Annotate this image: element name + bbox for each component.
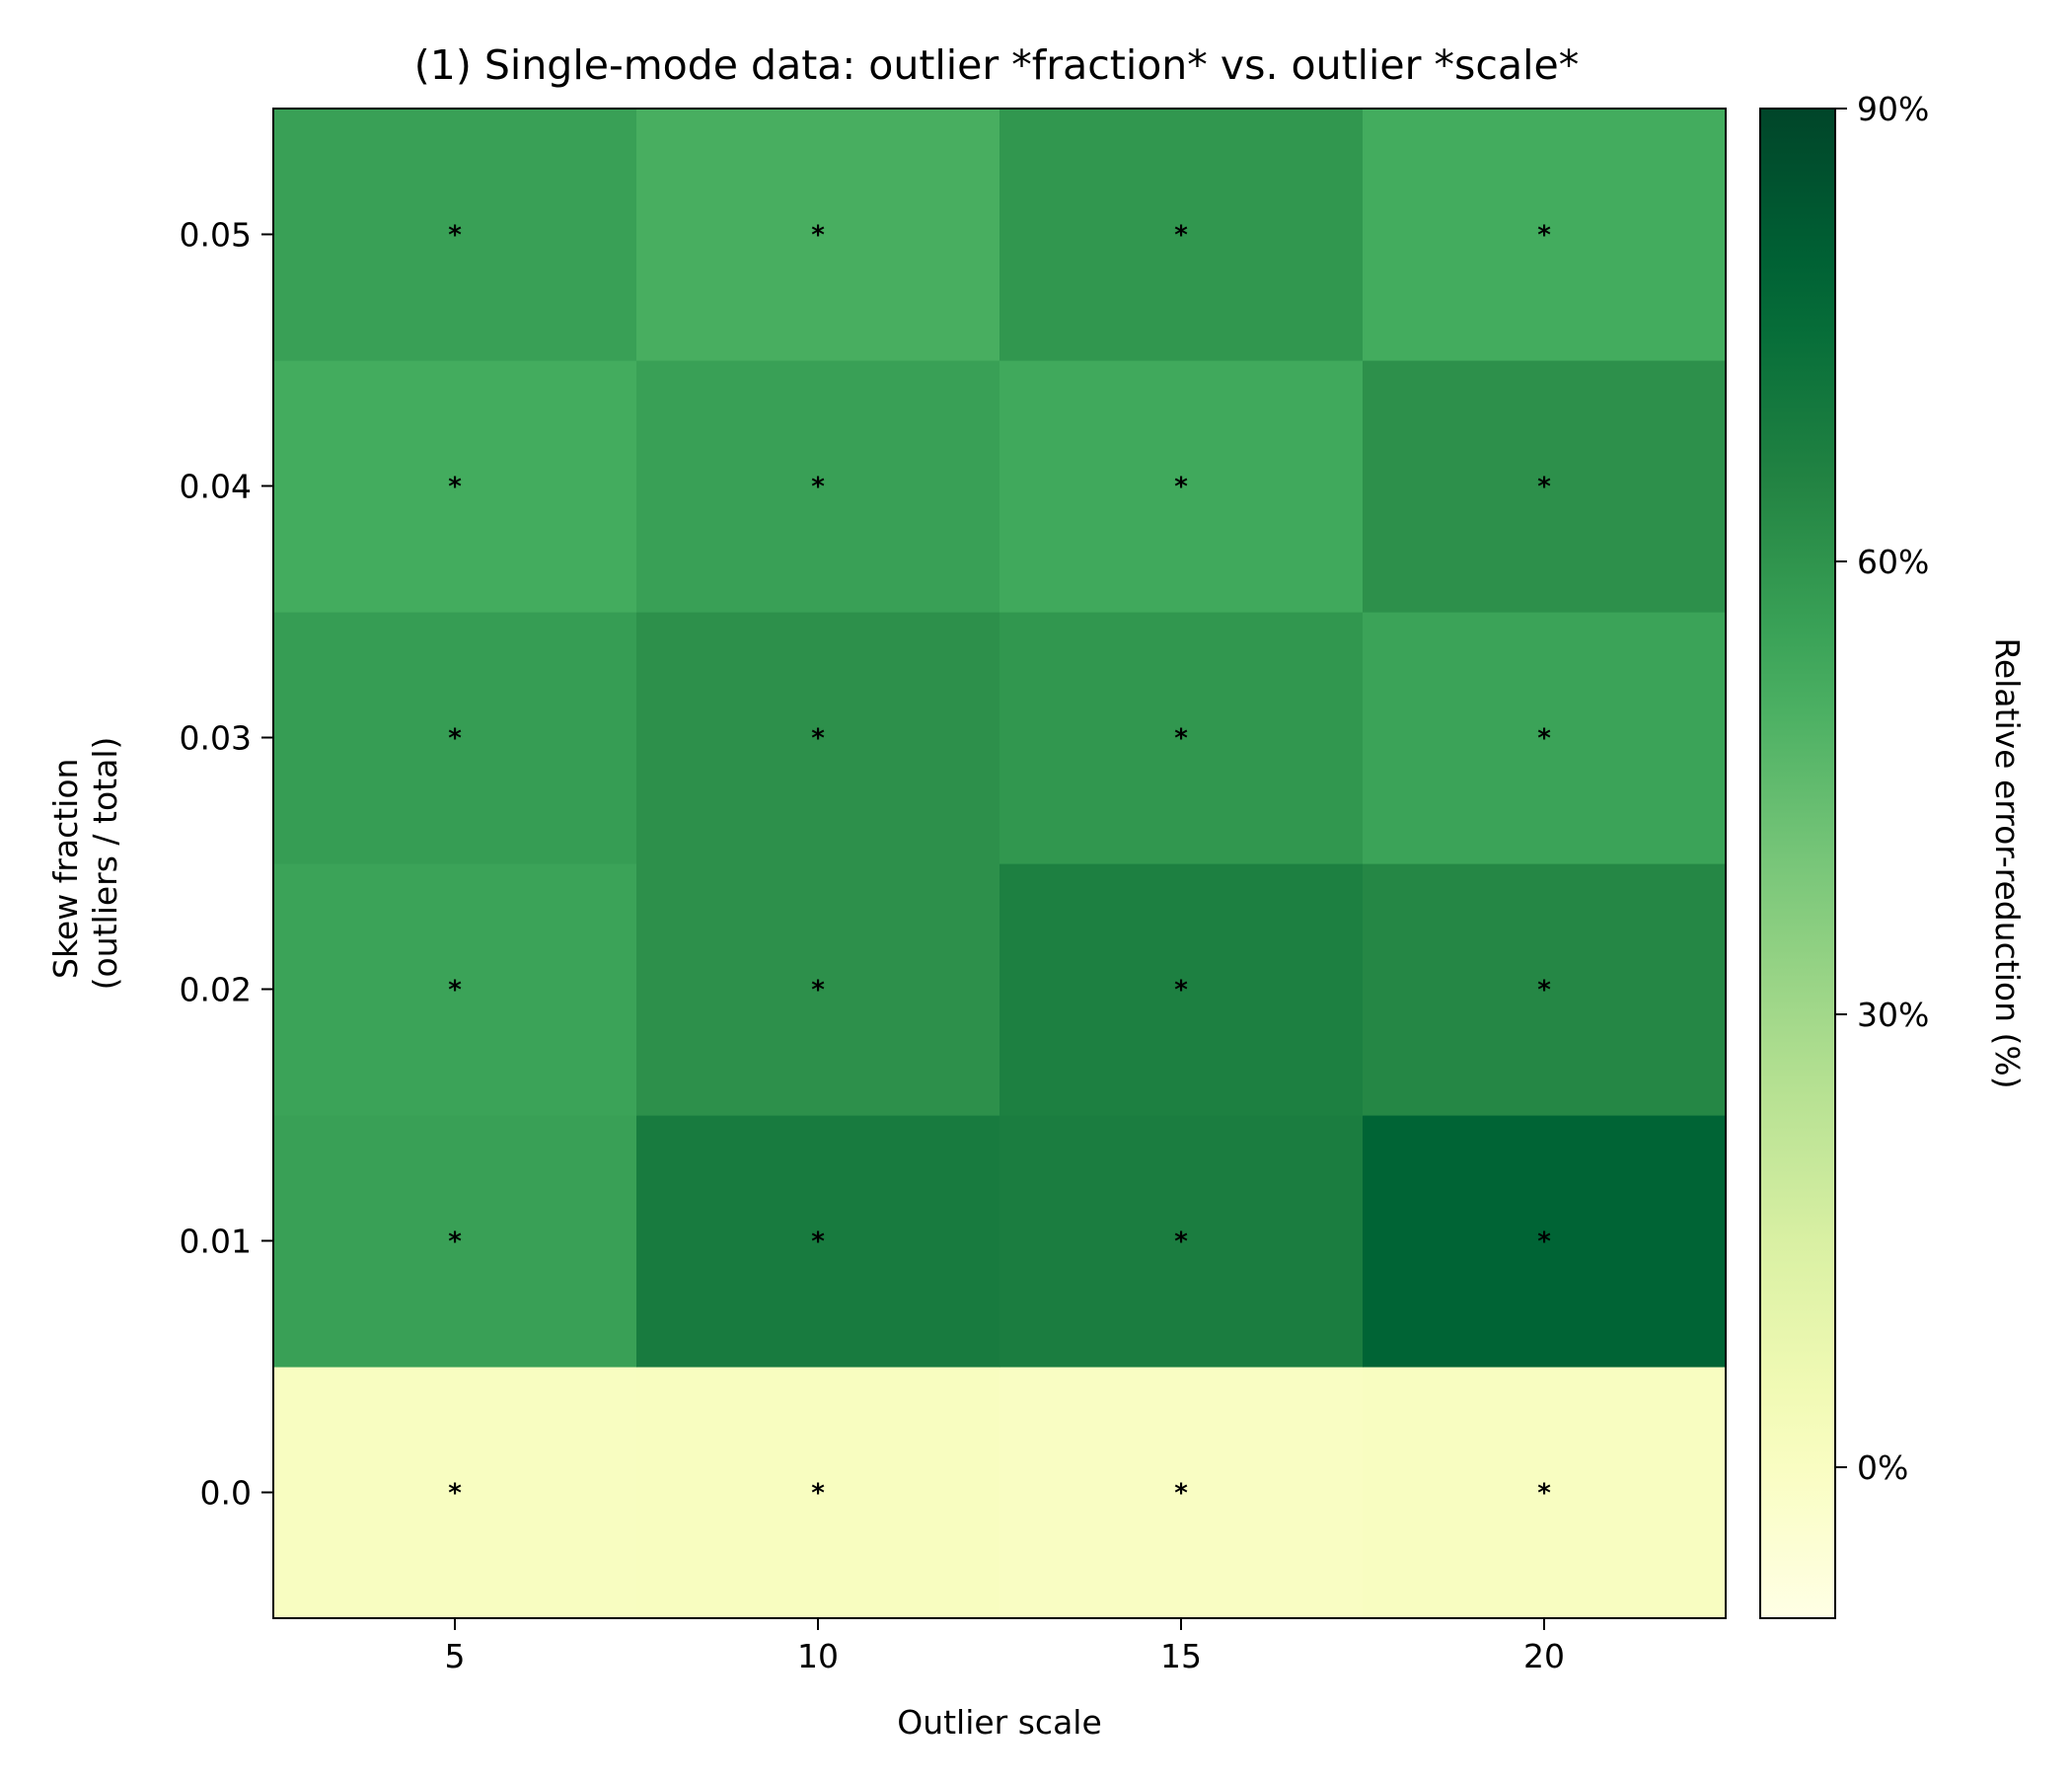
colorbar xyxy=(1759,108,1836,1619)
colorbar-tick-label: 90% xyxy=(1857,90,1929,128)
cell-marker: * xyxy=(448,221,462,251)
y-tick-label: 0.04 xyxy=(180,468,252,506)
heatmap-cell-x15-y0.04 xyxy=(999,360,1364,613)
heatmap-cell-x15-y0.0 xyxy=(999,1367,1364,1619)
heatmap-cell-x15-y0.05 xyxy=(999,109,1364,361)
colorbar-ticks: 0% 30% 60% 90% xyxy=(1835,90,1929,1487)
heatmap-cell-x20-y0.02 xyxy=(1363,863,1727,1116)
cell-markers: * * * * * * * * * * * * * * * * * * * * * * * * xyxy=(448,221,1551,1509)
cell-marker: * xyxy=(448,724,462,754)
cell-marker: * xyxy=(1537,1227,1551,1257)
cell-marker: * xyxy=(1174,976,1188,1005)
heatmap-cell-x15-y0.03 xyxy=(999,612,1364,864)
cell-marker: * xyxy=(1537,1479,1551,1509)
heatmap-cell-x5-y0.0 xyxy=(273,1367,637,1619)
x-tick-label: 15 xyxy=(1160,1637,1202,1675)
heatmap-cell-x10-y0.03 xyxy=(636,612,1000,864)
heatmap-cell-x5-y0.03 xyxy=(273,612,637,864)
colorbar-tick-label: 60% xyxy=(1857,543,1929,581)
heatmap-cell-x10-y0.04 xyxy=(636,360,1000,613)
cell-marker: * xyxy=(448,1227,462,1257)
cell-marker: * xyxy=(448,473,462,502)
y-axis-label-line-2: (outliers / total) xyxy=(86,737,124,991)
heatmap-cell-x5-y0.02 xyxy=(273,863,637,1116)
cell-marker: * xyxy=(448,1479,462,1509)
heatmap-cell-x5-y0.05 xyxy=(273,109,637,361)
cell-marker: * xyxy=(1174,221,1188,251)
y-tick-label: 0.05 xyxy=(180,216,252,255)
cell-marker: * xyxy=(1537,976,1551,1005)
heatmap-cell-x10-y0.05 xyxy=(636,109,1000,361)
x-axis-label: Outlier scale xyxy=(897,1703,1102,1742)
y-tick-label: 0.01 xyxy=(180,1223,252,1261)
cell-marker: * xyxy=(811,724,825,754)
cell-marker: * xyxy=(1537,221,1551,251)
heatmap-cell-x15-y0.02 xyxy=(999,863,1364,1116)
cell-marker: * xyxy=(811,1227,825,1257)
y-axis-ticks: 0.0 0.01 0.02 0.03 0.04 0.05 xyxy=(180,216,273,1513)
cell-marker: * xyxy=(1537,724,1551,754)
heatmap-cell-x20-y0.01 xyxy=(1363,1115,1727,1368)
heatmap-cell-x20-y0.05 xyxy=(1363,109,1727,361)
cell-marker: * xyxy=(811,1479,825,1509)
heatmap-cell-x10-y0.0 xyxy=(636,1367,1000,1619)
heatmap-cell-x10-y0.01 xyxy=(636,1115,1000,1368)
x-axis-ticks: 5 10 15 20 xyxy=(445,1618,1565,1675)
x-tick-label: 20 xyxy=(1523,1637,1565,1675)
cell-marker: * xyxy=(811,976,825,1005)
heatmap-cell-x20-y0.0 xyxy=(1363,1367,1727,1619)
chart-title: (1) Single-mode data: outlier *fraction*… xyxy=(414,41,1579,89)
cell-marker: * xyxy=(1174,1227,1188,1257)
y-tick-label: 0.03 xyxy=(180,719,252,758)
y-tick-label: 0.0 xyxy=(200,1474,252,1513)
cell-marker: * xyxy=(1174,724,1188,754)
heatmap-cell-x5-y0.01 xyxy=(273,1115,637,1368)
cell-marker: * xyxy=(1174,473,1188,502)
x-tick-label: 5 xyxy=(445,1637,466,1675)
heatmap-cell-x5-y0.04 xyxy=(273,360,637,613)
cell-marker: * xyxy=(811,221,825,251)
heatmap-cell-x20-y0.03 xyxy=(1363,612,1727,864)
cell-marker: * xyxy=(811,473,825,502)
y-axis-label-line-1: Skew fraction xyxy=(46,759,85,979)
heatmap-cells xyxy=(273,109,1727,1619)
cell-marker: * xyxy=(1537,473,1551,502)
colorbar-label: Relative error-reduction (%) xyxy=(1988,637,2027,1088)
plot-frame xyxy=(272,108,1727,1619)
cell-marker: * xyxy=(448,976,462,1005)
cell-marker: * xyxy=(1174,1479,1188,1509)
heatmap-cell-x20-y0.04 xyxy=(1363,360,1727,613)
colorbar-tick-label: 0% xyxy=(1857,1448,1908,1487)
x-tick-label: 10 xyxy=(797,1637,839,1675)
y-axis-label: Skew fraction (outliers / total) xyxy=(46,737,124,991)
colorbar-tick-label: 30% xyxy=(1857,996,1929,1034)
heatmap-cell-x10-y0.02 xyxy=(636,863,1000,1116)
y-tick-label: 0.02 xyxy=(180,971,252,1009)
heatmap-cell-x15-y0.01 xyxy=(999,1115,1364,1368)
